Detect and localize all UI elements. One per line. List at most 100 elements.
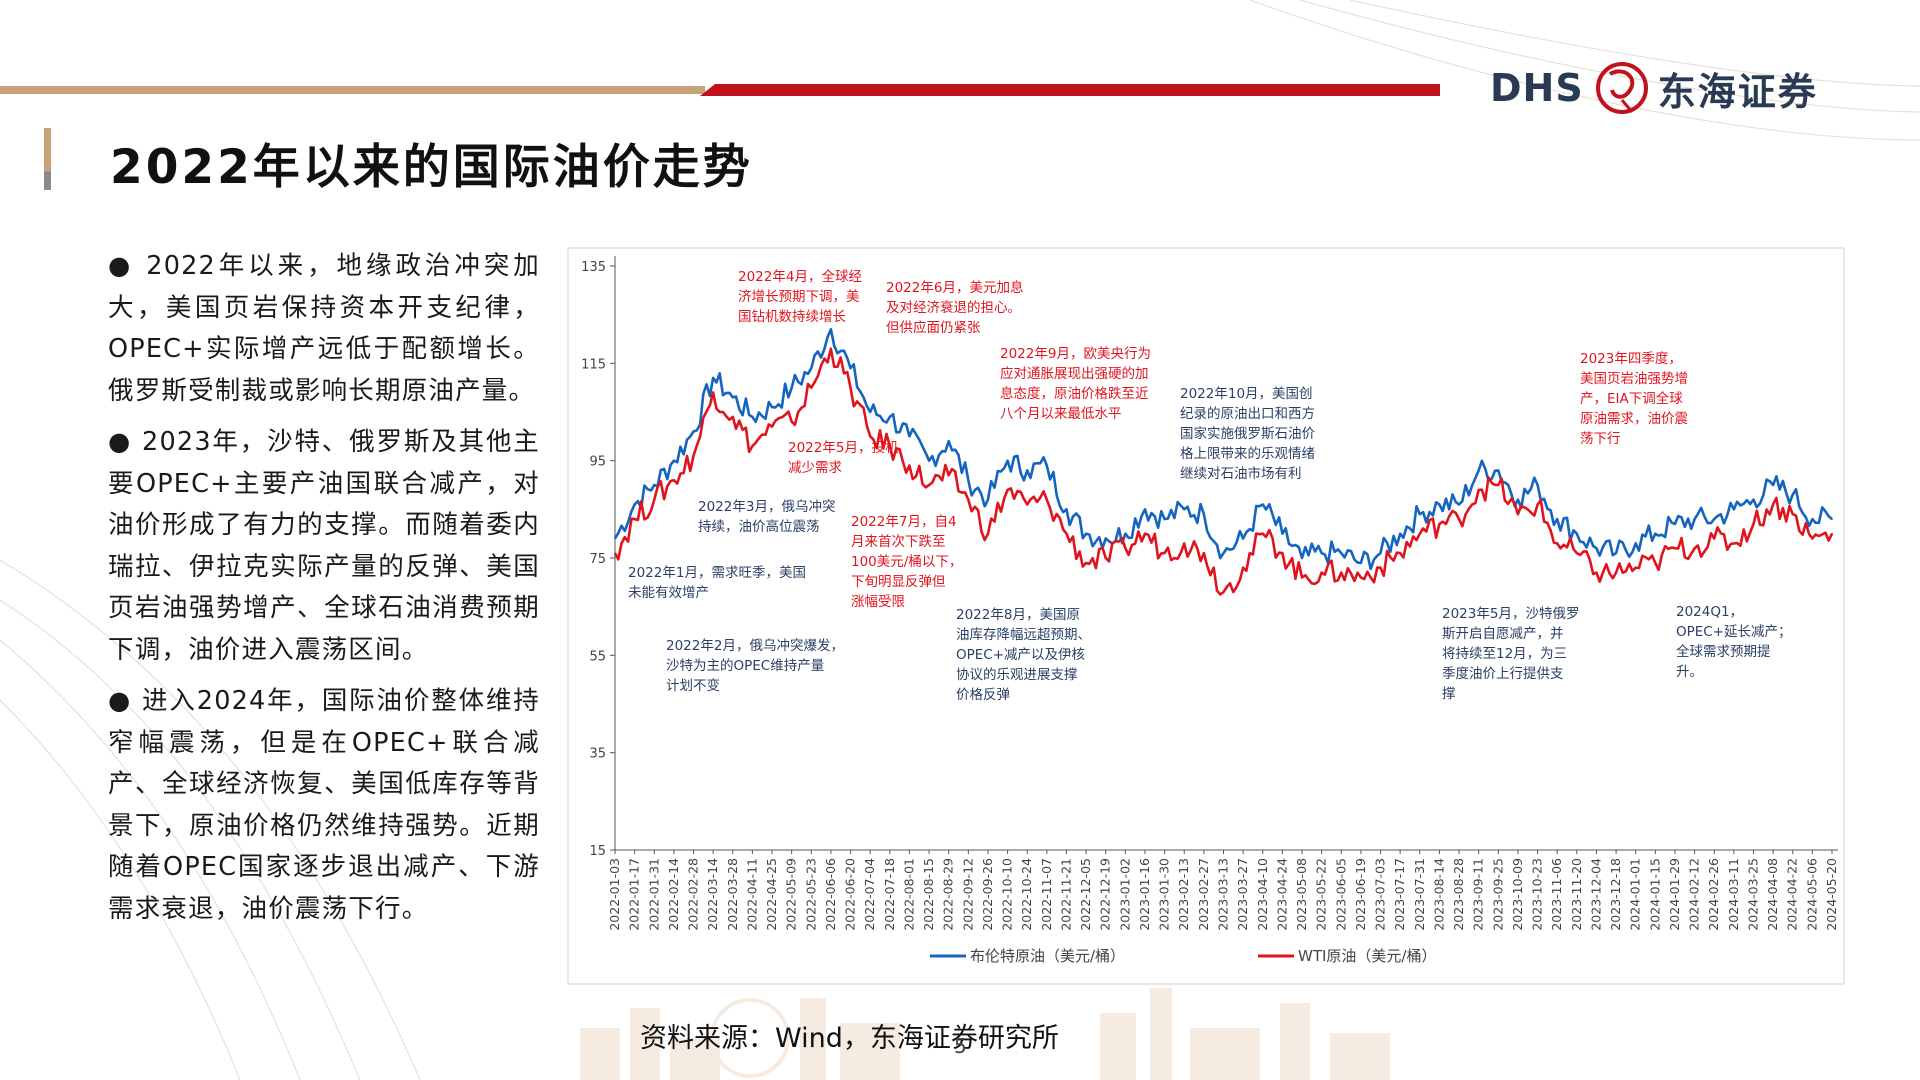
data-point-0 — [810, 367, 813, 369]
x-tick-label: 2023-11-20 — [1569, 858, 1584, 931]
x-tick-label: 2023-07-03 — [1373, 858, 1388, 931]
data-point-1 — [1418, 532, 1421, 535]
x-tick-label: 2022-11-07 — [1039, 858, 1054, 931]
data-point-1 — [712, 391, 714, 394]
data-point-0 — [1104, 537, 1107, 540]
data-point-0 — [967, 479, 970, 481]
data-point-1 — [1144, 532, 1146, 535]
data-point-0 — [1634, 542, 1637, 545]
x-tick-label: 2023-08-14 — [1431, 858, 1446, 931]
chart-frame — [567, 247, 1845, 985]
chart-annotation: 2022年3月，俄乌冲突持续，油价高位震荡 — [698, 499, 835, 535]
data-point-0 — [1399, 532, 1401, 535]
x-tick-label: 2022-10-24 — [1019, 858, 1034, 931]
x-tick-label: 2023-03-27 — [1235, 858, 1250, 931]
data-point-0 — [1458, 503, 1460, 506]
data-point-0 — [830, 328, 832, 331]
x-tick-label: 2023-07-31 — [1412, 858, 1427, 931]
data-point-0 — [1654, 532, 1657, 535]
data-point-1 — [967, 498, 970, 501]
x-tick-label: 2024-05-06 — [1804, 858, 1819, 931]
x-tick-label: 2023-03-13 — [1216, 858, 1231, 931]
logo-cn: 东海证券 — [1657, 69, 1818, 114]
data-point-0 — [1046, 464, 1048, 467]
data-point-0 — [1831, 518, 1833, 520]
x-tick-label: 2024-04-08 — [1765, 858, 1780, 931]
x-tick-label: 2023-02-27 — [1196, 858, 1211, 931]
chart-annotation: 2023年四季度，美国页岩油强势增产，EIA下调全球原油需求，油价震荡下行 — [1580, 351, 1688, 447]
data-point-1 — [1360, 576, 1362, 579]
top-bar-red — [700, 84, 1440, 96]
data-point-1 — [928, 484, 930, 486]
oil-price-chart: 135 115 95 75 55 35 15 2022-01-03 2022-01-17 2022… — [566, 246, 1846, 986]
bullet-item: ● 2023年，沙特、俄罗斯及其他主要OPEC+主要产油国联合减产，对油价形成了… — [108, 427, 540, 665]
data-point-0 — [633, 503, 636, 506]
data-point-1 — [1752, 523, 1755, 525]
data-point-1 — [1831, 532, 1833, 535]
x-tick-label: 2022-09-26 — [980, 858, 995, 931]
data-point-0 — [1791, 493, 1794, 496]
data-point-0 — [712, 377, 714, 379]
data-point-0 — [673, 459, 675, 462]
chart-annotation: 2022年10月，美国创纪录的原油出口和西方国家实施俄罗斯石油价格上限带来的乐观… — [1180, 386, 1315, 482]
data-point-1 — [1026, 503, 1029, 506]
data-point-1 — [1772, 503, 1774, 506]
x-tick-label: 2023-07-17 — [1392, 858, 1407, 931]
data-point-1 — [908, 464, 911, 467]
bullet-list: ● 2022年以来，地缘政治冲突加大，美国页岩保持资本开支纪律，OPEC+实际增… — [108, 246, 540, 940]
source-note: 资料来源：Wind，东海证券研究所 — [640, 1023, 1059, 1054]
x-tick-label: 2023-05-08 — [1294, 858, 1309, 931]
data-point-0 — [1340, 552, 1343, 554]
data-point-1 — [1242, 566, 1244, 569]
data-point-0 — [614, 537, 616, 540]
data-point-1 — [1085, 562, 1087, 564]
y-tick-label: 135 — [581, 260, 606, 275]
x-tick-label: 2023-11-06 — [1549, 858, 1564, 931]
x-tick-label: 2022-11-21 — [1058, 858, 1073, 931]
data-point-0 — [1242, 537, 1244, 540]
data-point-1 — [653, 498, 656, 501]
data-point-0 — [771, 406, 773, 408]
data-point-0 — [1674, 523, 1676, 525]
data-point-1 — [1634, 566, 1637, 569]
data-point-1 — [1065, 532, 1068, 535]
chart-annotation: 2023年5月，沙特俄罗斯开启自愿减产，并将持续至12月，为三季度油价上行提供支… — [1442, 606, 1579, 702]
bullet-item: ● 进入2024年，国际油价整体维持窄幅震荡，但是在OPEC+联合减产、全球经济… — [108, 686, 540, 924]
x-tick-label: 2022-06-20 — [843, 858, 858, 931]
x-tick-label: 2022-08-15 — [921, 858, 936, 931]
x-tick-label: 2024-01-29 — [1667, 858, 1682, 931]
x-tick-label: 2023-10-23 — [1530, 858, 1545, 931]
x-tick-label: 2022-03-14 — [705, 858, 720, 931]
chart-annotation: 2022年8月，美国原油库存降幅远超预期、 OPEC+减产以及伊核协议的乐观进展支… — [956, 607, 1091, 703]
data-point-0 — [1576, 532, 1578, 535]
data-point-0 — [947, 440, 950, 442]
data-point-0 — [1085, 532, 1087, 535]
data-point-0 — [751, 416, 754, 418]
data-point-1 — [731, 416, 734, 418]
data-point-0 — [1281, 532, 1284, 535]
x-tick-label: 2022-07-04 — [862, 858, 877, 931]
data-point-1 — [830, 347, 832, 350]
data-point-0 — [1536, 484, 1539, 486]
data-point-1 — [849, 386, 852, 389]
data-point-1 — [1163, 552, 1166, 554]
data-point-1 — [1203, 552, 1205, 554]
title-accent-bar — [44, 128, 51, 190]
x-tick-label: 2022-12-05 — [1078, 858, 1093, 931]
data-point-1 — [1222, 591, 1225, 593]
chart-annotation: 2022年7月，自4 月来首次下跌至 100美元/桶以下，下旬明显反弹但涨幅受限 — [851, 514, 962, 610]
data-point-1 — [790, 420, 793, 423]
x-tick-label: 2023-09-25 — [1490, 858, 1505, 931]
x-tick-label: 2023-01-02 — [1117, 858, 1132, 931]
data-point-0 — [1065, 508, 1068, 511]
data-point-1 — [1124, 547, 1127, 550]
x-tick-label: 2023-09-11 — [1471, 858, 1486, 931]
data-point-1 — [692, 455, 695, 457]
data-point-1 — [1654, 562, 1657, 564]
page-title: 2022年以来的国际油价走势 — [110, 140, 753, 195]
y-tick-label: 95 — [589, 455, 606, 470]
data-point-1 — [889, 445, 891, 447]
data-point-0 — [790, 386, 793, 389]
